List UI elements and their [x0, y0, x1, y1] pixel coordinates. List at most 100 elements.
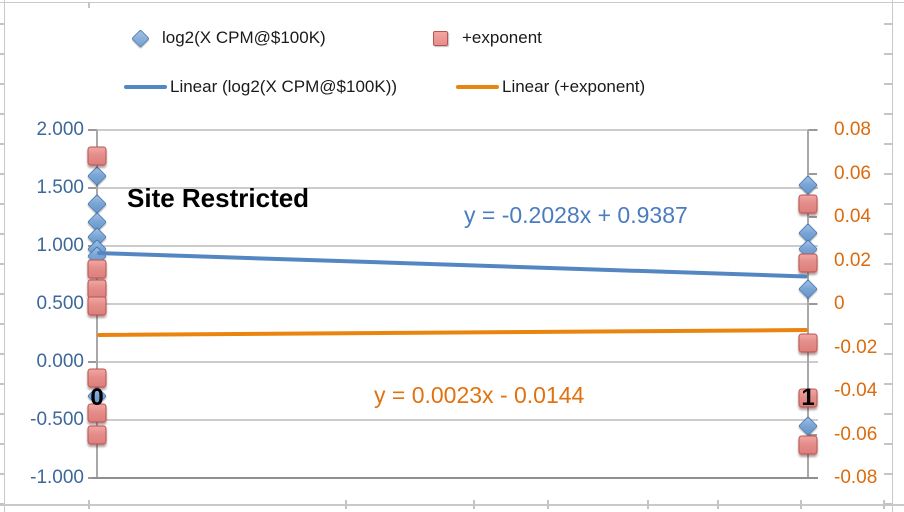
sheet-gridline-tick — [0, 263, 4, 265]
sheet-gridline-tick — [345, 500, 347, 509]
square-data-point-marker[interactable] — [798, 194, 818, 214]
right-axis-tick-label: -0.04 — [834, 380, 878, 401]
legend-item-series2[interactable]: +exponent — [431, 25, 542, 51]
left-axis-tick — [88, 129, 97, 131]
left-axis-tick — [88, 361, 97, 363]
square-data-point-marker[interactable] — [87, 403, 107, 423]
chart-title[interactable]: Site Restricted — [127, 183, 310, 213]
sheet-gridline-tick — [0, 293, 4, 295]
sheet-gridline-tick — [0, 323, 4, 325]
sheet-gridline-tick — [884, 323, 893, 325]
legend-label-trend2: Linear (+exponent) — [502, 77, 646, 96]
sheet-border-bottom — [0, 504, 904, 506]
square-data-point-marker[interactable] — [87, 368, 107, 388]
right-axis-tick-label: 0 — [834, 293, 845, 314]
left-axis-tick-label: 1.500 — [36, 177, 84, 198]
right-axis-tick — [808, 172, 817, 175]
right-axis-tick-label: 0.04 — [834, 206, 871, 227]
sheet-gridline-tick — [0, 173, 4, 175]
x-axis-category-label: 0 — [90, 384, 104, 411]
sheet-gridline-tick — [883, 500, 885, 509]
left-axis-tick-label: 0.500 — [36, 293, 84, 314]
legend-label-series1: log2(X CPM@$100K) — [162, 28, 326, 47]
sheet-gridline-tick — [0, 143, 4, 145]
horizontal-gridline — [92, 129, 818, 131]
sheet-gridline-tick — [473, 500, 475, 509]
legend-item-trend2[interactable]: Linear (+exponent) — [456, 74, 645, 100]
trendline-orange[interactable] — [96, 328, 809, 338]
right-axis-tick — [808, 129, 817, 131]
sheet-gridline-tick — [647, 500, 649, 509]
right-axis-tick-label: 0.06 — [834, 162, 871, 184]
sheet-gridline-tick — [0, 473, 4, 475]
sheet-gridline-tick — [884, 503, 893, 505]
sheet-gridline-tick — [884, 203, 893, 205]
sheet-gridline-tick — [0, 53, 4, 55]
sheet-gridline-tick — [884, 233, 893, 235]
right-axis-tick-label: 0.08 — [834, 119, 871, 140]
x-axis-category-label: 1 — [801, 384, 815, 411]
sheet-border-right — [892, 0, 893, 512]
sheet-gridline-tick — [884, 23, 893, 25]
right-axis-tick — [808, 303, 817, 305]
left-axis-tick-label: -1.000 — [30, 467, 84, 488]
horizontal-gridline — [92, 303, 818, 305]
sheet-gridline-tick — [884, 383, 893, 385]
horizontal-gridline — [92, 187, 818, 189]
right-axis-tick-label: -0.02 — [834, 336, 878, 358]
left-axis-tick-label: 1.000 — [36, 235, 84, 256]
square-data-point-marker[interactable] — [87, 425, 107, 444]
square-data-point-marker[interactable] — [798, 435, 818, 455]
square-data-point-marker[interactable] — [87, 259, 107, 279]
right-axis-tick — [808, 433, 817, 436]
right-axis-tick-label: -0.06 — [834, 423, 878, 445]
sheet-gridline-tick — [0, 413, 4, 415]
sheet-gridline-tick — [884, 83, 893, 85]
sheet-gridline-tick — [0, 443, 4, 445]
sheet-gridline-tick — [884, 113, 893, 115]
diamond-data-point-marker[interactable] — [87, 194, 107, 215]
right-axis-tick-label: 0.02 — [834, 249, 871, 271]
diamond-data-point-marker[interactable] — [798, 174, 818, 195]
square-data-point-marker[interactable] — [798, 388, 818, 408]
sheet-gridline-tick — [884, 413, 893, 415]
trendline-equation-orange[interactable]: y = 0.0023x - 0.0144 — [374, 382, 585, 408]
blue-diamond-legend-icon — [131, 28, 150, 48]
left-axis-tick — [88, 187, 97, 189]
legend-item-trend1[interactable]: Linear (log2(X CPM@$100K)) — [124, 74, 397, 100]
legend-item-series1[interactable]: log2(X CPM@$100K) — [130, 25, 326, 51]
sheet-border-left — [4, 0, 5, 512]
square-data-point-marker[interactable] — [87, 146, 107, 166]
square-data-point-marker[interactable] — [798, 253, 818, 273]
sheet-gridline-tick — [884, 263, 893, 265]
sheet-gridline-tick — [717, 500, 719, 509]
left-axis-tick-label: 0.000 — [36, 351, 84, 372]
sheet-gridline-tick — [0, 113, 4, 115]
legend-label-trend1: Linear (log2(X CPM@$100K)) — [170, 77, 398, 96]
trendline-equation-blue[interactable]: y = -0.2028x + 0.9387 — [464, 202, 688, 228]
sheet-gridline-tick — [884, 473, 893, 475]
sheet-gridline-tick — [884, 293, 893, 295]
sheet-border-top — [0, 2, 904, 3]
sheet-gridline-tick — [884, 143, 893, 145]
square-data-point-marker[interactable] — [87, 296, 107, 316]
trendline-blue[interactable] — [96, 251, 809, 279]
sheet-gridline-tick — [0, 23, 4, 25]
square-data-point-marker[interactable] — [798, 333, 818, 353]
legend-label-series2: +exponent — [462, 28, 542, 47]
square-data-point-marker[interactable] — [87, 279, 107, 299]
diamond-data-point-marker[interactable] — [798, 279, 818, 299]
right-axis-tick-label: -0.08 — [834, 467, 878, 488]
sheet-gridline-tick — [88, 500, 90, 509]
plot-right-border — [807, 130, 809, 478]
horizontal-gridline — [92, 245, 818, 247]
left-axis-tick-label: 2.000 — [36, 119, 84, 140]
right-axis-tick — [808, 216, 817, 218]
sheet-gridline-tick — [0, 353, 4, 355]
sheet-gridline-tick — [0, 83, 4, 85]
diamond-data-point-marker[interactable] — [87, 166, 107, 187]
sheet-gridline-tick — [884, 443, 893, 445]
sheet-gridline-tick — [0, 383, 4, 385]
sheet-gridline-tick — [884, 53, 893, 55]
